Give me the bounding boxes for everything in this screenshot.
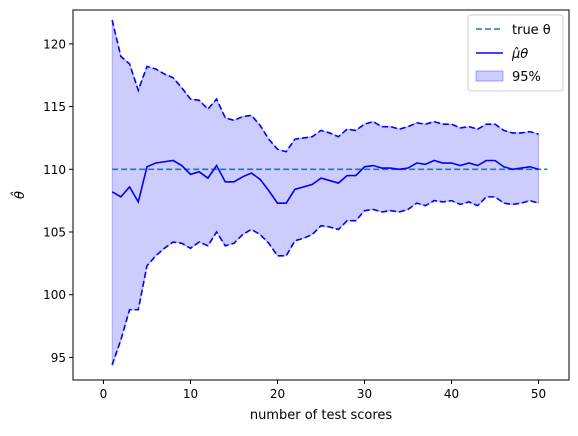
x-tick-label: 50 (531, 387, 546, 401)
y-tick-label: 100 (43, 288, 66, 302)
estimate-line (111, 159, 539, 205)
legend-label-95-band: 95% (512, 70, 541, 85)
legend-box (467, 14, 564, 92)
x-axis-label: number of test scores (250, 408, 393, 423)
y-tick-label: 105 (43, 226, 66, 240)
legend: true θ μ̂θ 95% (467, 14, 564, 92)
legend-label-true-theta: true θ (512, 23, 551, 38)
legend-label-estimate: μ̂θ (511, 47, 528, 62)
plot-area (111, 19, 548, 366)
x-tick-label: 20 (270, 387, 285, 401)
legend-marker-95-band (475, 70, 504, 82)
y-tick-label: 95 (51, 351, 66, 365)
upper-bound-line (111, 19, 539, 153)
axis-ticks: 0 10 20 30 40 50 95 100 105 110 115 120 (43, 37, 546, 401)
y-axis-label: θ̂ (11, 191, 28, 199)
y-tick-label: 115 (43, 100, 66, 114)
lower-bound-line (111, 196, 539, 366)
x-tick-label: 0 (100, 387, 108, 401)
x-tick-label: 40 (444, 387, 459, 401)
y-tick-label: 110 (43, 163, 66, 177)
x-tick-label: 10 (183, 387, 198, 401)
x-tick-label: 30 (357, 387, 372, 401)
y-tick-label: 120 (43, 37, 66, 51)
axes-frame (72, 9, 570, 381)
